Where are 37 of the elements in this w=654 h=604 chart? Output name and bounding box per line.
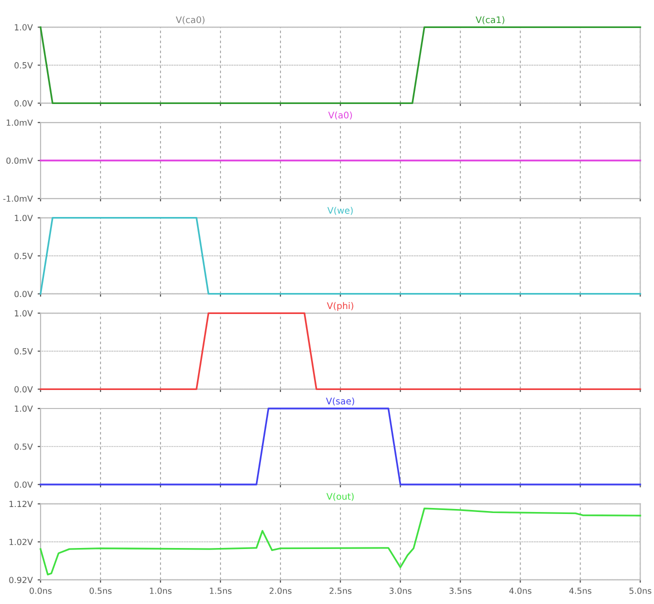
x-tick-label: 2.5ns xyxy=(330,588,352,594)
x-tick-label: 1.0ns xyxy=(150,588,172,594)
y-tick-label: 0.0V xyxy=(14,290,33,298)
x-tick-label: 3.0ns xyxy=(390,588,412,594)
x-tick-label: 4.0ns xyxy=(509,588,532,594)
y-tick-label: 0.5V xyxy=(14,62,33,68)
x-tick-label: 2.0ns xyxy=(270,588,292,594)
x-tick-label: 0.0ns xyxy=(30,588,52,594)
line-series xyxy=(40,508,642,576)
y-tick-label: -1.0mV xyxy=(3,195,33,202)
x-tick-label: 4.5ns xyxy=(569,588,592,594)
y-tick-label: 0.0V xyxy=(14,386,33,392)
x-tick-label: 0.5ns xyxy=(90,588,112,594)
y-tick-label: 1.12V xyxy=(10,500,33,508)
y-tick-label: 0.5V xyxy=(14,443,33,450)
y-tick-label: 1.0V xyxy=(14,310,33,316)
y-tick-label: 1.0V xyxy=(14,214,33,222)
y-tick-label: 0.5V xyxy=(14,348,33,354)
series-label: V(ca1) xyxy=(476,16,504,24)
x-tick-label: 1.5ns xyxy=(210,588,232,594)
y-tick-label: 0.92V xyxy=(9,576,33,584)
y-tick-label: 1.0V xyxy=(14,24,33,30)
y-tick-label: 0.0V xyxy=(14,481,33,488)
legend-label: V(ca0) xyxy=(176,16,204,24)
x-tick-label: 3.5ns xyxy=(450,588,472,594)
text: V(phi) xyxy=(326,302,354,311)
text: V(out) xyxy=(326,492,354,501)
series-label: V(sae) xyxy=(326,398,354,406)
x-tick-label: 5.0ns xyxy=(629,588,652,594)
y-tick-label: 0.0V xyxy=(14,100,33,106)
y-tick-label: 1.02V xyxy=(10,538,33,546)
y-tick-label: 1.0V xyxy=(14,405,33,412)
y-tick-label: 0.5V xyxy=(14,252,33,260)
y-tick-label: 0.0mV xyxy=(6,157,33,164)
text: V(a0) xyxy=(328,112,352,120)
text: V(we) xyxy=(327,206,353,215)
y-tick-label: 1.0mV xyxy=(6,119,33,126)
